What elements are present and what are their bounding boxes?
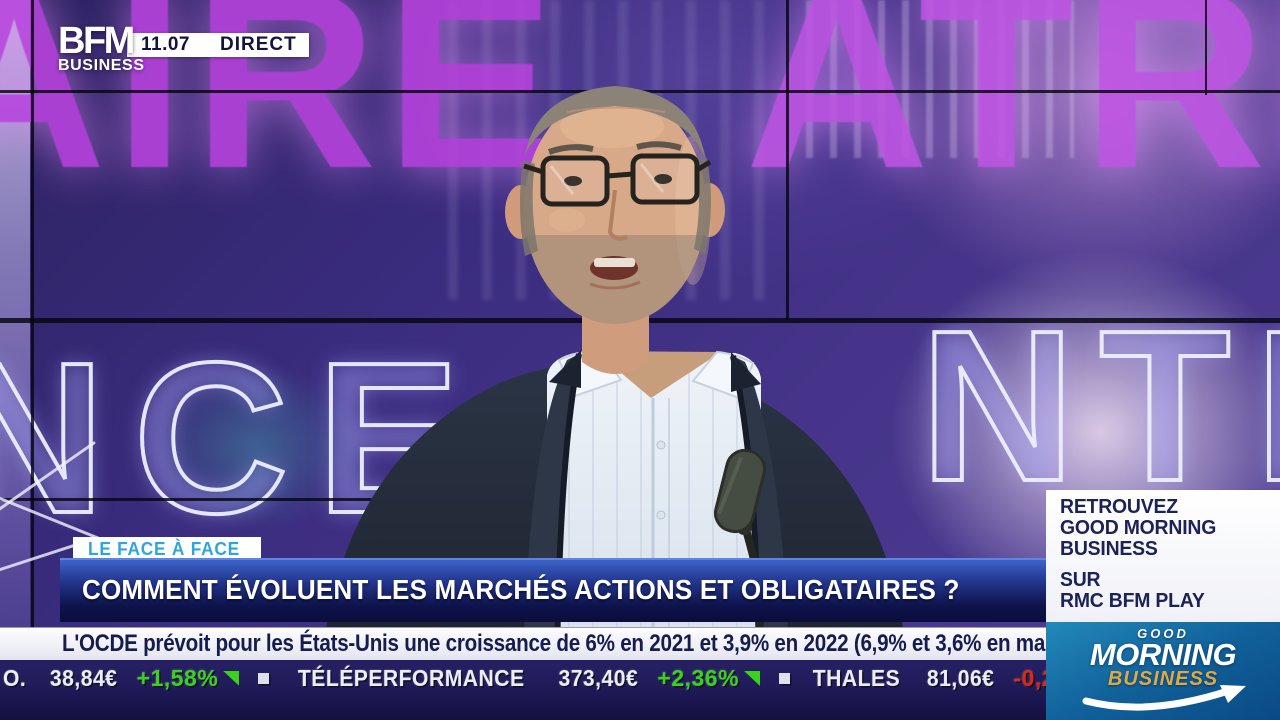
ticker-separator <box>779 673 791 684</box>
video-wall-seam <box>786 0 789 320</box>
channel-logo: BFM BUSINESS <box>58 20 145 74</box>
up-triangle-icon <box>744 671 761 686</box>
promo-line: RMC BFM PLAY <box>1060 590 1205 612</box>
channel-logo-sub: BUSINESS <box>58 57 145 74</box>
stock-change: +2,36% <box>657 665 740 691</box>
headline-banner: COMMENT ÉVOLUENT LES MARCHÉS ACTIONS ET … <box>60 558 1046 622</box>
stock-price: 373,40€ <box>558 665 638 691</box>
stock-name: TÉLÉPERFORMANCE <box>298 665 525 691</box>
show-tag-label: LE FACE À FACE <box>88 539 240 559</box>
show-tag: LE FACE À FACE <box>73 537 262 562</box>
promo-line: SUR <box>1060 569 1101 591</box>
clock-time: 11.07 <box>141 34 190 55</box>
program-logo-morning: MORNING <box>1089 637 1237 672</box>
stock-name: THALES <box>812 665 901 691</box>
video-wall-seam <box>1205 0 1207 95</box>
stock-price: 38,84€ <box>50 665 118 691</box>
program-logo-good: GOOD <box>1137 626 1189 641</box>
video-wall-seam <box>0 498 460 501</box>
program-logo-business: BUSINESS <box>1107 668 1219 690</box>
wall-text-mid-right: NTE <box>918 285 1280 526</box>
stock-name: O. <box>3 665 27 691</box>
ticker-item: O. 38,84€ +1,58% <box>2 665 288 692</box>
promo-line: RETROUVEZ <box>1060 496 1178 518</box>
up-triangle-icon <box>223 671 240 686</box>
live-badge: DIRECT <box>220 34 297 55</box>
promo-panel: RETROUVEZ GOOD MORNING BUSINESS SUR RMC … <box>1046 490 1280 622</box>
promo-line: GOOD MORNING <box>1060 517 1217 539</box>
stock-change: -0,27% <box>1013 665 1046 691</box>
swoosh-arrow-icon <box>1082 685 1246 711</box>
wall-light-column <box>0 0 30 627</box>
time-live-bar: 11.07 DIRECT <box>127 33 309 57</box>
news-ticker-strip: L'OCDE prévoit pour les États-Unis une c… <box>0 627 1063 660</box>
stock-ticker-band: O. 38,84€ +1,58% TÉLÉPERFORMANCE 373,40€… <box>0 660 1046 720</box>
news-ticker-text: L'OCDE prévoit pour les États-Unis une c… <box>62 630 1063 657</box>
stock-price: 81,06€ <box>926 665 995 691</box>
wall-light-streaks <box>806 0 1074 158</box>
ticker-item: TÉLÉPERFORMANCE 373,40€ +2,36% <box>288 665 809 692</box>
video-wall-seam <box>31 0 34 627</box>
ticker-item: THALES 81,06€ -0,27% <box>809 665 1046 692</box>
ticker-separator <box>258 673 270 684</box>
headline-text: COMMENT ÉVOLUENT LES MARCHÉS ACTIONS ET … <box>82 574 960 605</box>
wall-text-top-right: ATRIM <box>745 0 1280 222</box>
promo-line: BUSINESS <box>1060 538 1158 560</box>
channel-logo-main: BFM <box>58 20 135 62</box>
program-logo-block: GOOD MORNING BUSINESS <box>1046 622 1280 720</box>
stock-change: +1,58% <box>136 665 219 691</box>
